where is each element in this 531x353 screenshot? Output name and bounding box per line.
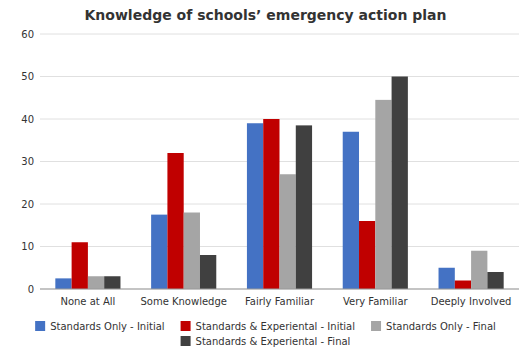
x-tick-label: Some Knowledge xyxy=(140,296,227,307)
background xyxy=(0,0,531,353)
bar xyxy=(280,174,296,289)
bar xyxy=(88,276,104,289)
bar xyxy=(247,123,263,289)
y-tick-label: 0 xyxy=(28,284,34,295)
legend-swatch xyxy=(371,321,381,331)
y-axis: 0 10 20 30 40 50 60 xyxy=(21,29,519,295)
legend-swatch xyxy=(181,321,191,331)
bar xyxy=(455,281,471,290)
y-tick-label: 50 xyxy=(21,71,34,82)
legend-item: Standards & Experiental - Final xyxy=(181,336,351,347)
grid-line xyxy=(40,289,519,290)
bar xyxy=(72,242,88,289)
y-tick-label: 60 xyxy=(21,29,34,40)
y-tick-label: 10 xyxy=(21,241,34,252)
x-tick-label: Fairly Familiar xyxy=(245,296,315,307)
bar xyxy=(471,251,487,289)
legend-label: Standards & Experiental - Final xyxy=(196,336,351,347)
x-axis: None at All Some Knowledge Fairly Familiar… xyxy=(40,289,519,307)
bar xyxy=(439,268,455,289)
bar xyxy=(167,153,183,289)
legend-label: Standards Only - Initial xyxy=(50,321,164,332)
x-tick-label: Very Familiar xyxy=(343,296,409,307)
bar xyxy=(200,255,216,289)
x-tick-label: Deeply Involved xyxy=(431,296,512,307)
legend: Standards Only - Initial Standards & Expe… xyxy=(35,321,496,347)
bar xyxy=(343,132,359,289)
x-axis-line xyxy=(40,289,519,290)
bar xyxy=(296,125,312,289)
y-tick-label: 30 xyxy=(21,156,34,167)
legend-label: Standards Only - Final xyxy=(386,321,496,332)
legend-item: Standards & Experiental - Initial xyxy=(181,321,355,332)
legend-item: Standards Only - Final xyxy=(371,321,496,332)
bar xyxy=(184,213,200,290)
bar xyxy=(104,276,120,289)
bar xyxy=(487,272,503,289)
bar xyxy=(375,100,391,289)
bar xyxy=(263,119,279,289)
y-tick-label: 40 xyxy=(21,114,34,125)
legend-swatch xyxy=(35,321,45,331)
bar xyxy=(151,215,167,289)
grid-line xyxy=(40,34,519,35)
legend-swatch xyxy=(181,336,191,346)
bar xyxy=(55,278,71,289)
x-tick-label: None at All xyxy=(60,296,115,307)
grid-line xyxy=(40,76,519,77)
bar xyxy=(392,77,408,290)
bars xyxy=(55,77,503,290)
legend-label: Standards & Experiental - Initial xyxy=(196,321,355,332)
y-tick-label: 20 xyxy=(21,199,34,210)
bar xyxy=(359,221,375,289)
legend-item: Standards Only - Initial xyxy=(35,321,164,332)
title: Knowledge of schools’ emergency action p… xyxy=(84,7,446,23)
chart: Knowledge of schools’ emergency action p… xyxy=(0,0,531,353)
